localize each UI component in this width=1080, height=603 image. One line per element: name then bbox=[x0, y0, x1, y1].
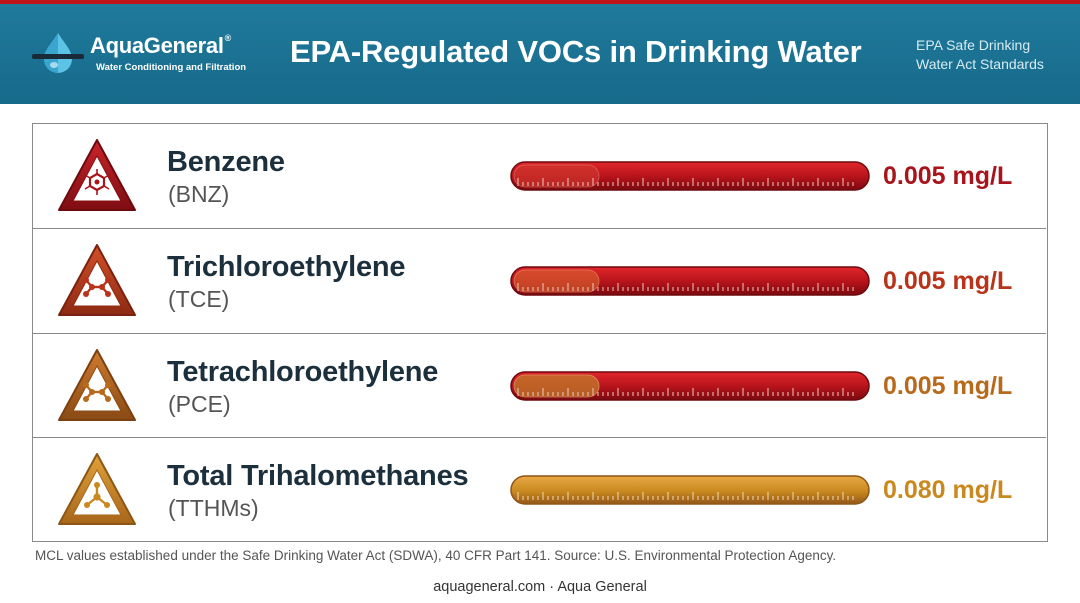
pce-hazard-icon bbox=[58, 349, 136, 421]
subtitle-line-2: Water Act Standards bbox=[916, 56, 1044, 72]
water-drop-logo-icon bbox=[32, 33, 84, 73]
contaminant-abbreviation: (TCE) bbox=[168, 286, 230, 312]
subtitle-line-1: EPA Safe Drinking bbox=[916, 37, 1031, 53]
brand-logo-lockup[interactable]: AquaGeneral® Water Conditioning and Filt… bbox=[30, 30, 260, 80]
mcl-level-bar bbox=[510, 371, 870, 401]
contaminant-name: Benzene bbox=[167, 146, 285, 178]
mcl-level-bar bbox=[510, 161, 870, 191]
mcl-value: 0.080 mg/L bbox=[883, 476, 1013, 504]
contaminant-row-trichloroethylene: Trichloroethylene (TCE) 0.005 mg/L bbox=[33, 228, 1046, 332]
top-accent-line bbox=[0, 0, 1080, 4]
contaminant-table: Benzene (BNZ) 0.005 mg/L bbox=[32, 123, 1048, 542]
contaminant-row-tetrachloroethylene: Tetrachloroethylene (PCE) 0.005 mg/L bbox=[33, 333, 1046, 437]
page-subtitle: EPA Safe Drinking Water Act Standards bbox=[916, 36, 1044, 74]
mcl-value: 0.005 mg/L bbox=[883, 162, 1013, 190]
page-title: EPA-Regulated VOCs in Drinking Water bbox=[290, 34, 862, 69]
benzene-hazard-icon bbox=[58, 139, 136, 211]
contaminant-abbreviation: (PCE) bbox=[168, 391, 231, 417]
mcl-value: 0.005 mg/L bbox=[883, 372, 1013, 400]
contaminant-name: Trichloroethylene bbox=[167, 251, 406, 283]
registered-mark: ® bbox=[224, 33, 232, 43]
footer-credit[interactable]: aquageneral.com · Aqua General bbox=[433, 579, 647, 595]
mcl-value: 0.005 mg/L bbox=[883, 267, 1013, 295]
contaminant-row-benzene: Benzene (BNZ) 0.005 mg/L bbox=[33, 124, 1046, 228]
contaminant-abbreviation: (TTHMs) bbox=[168, 495, 259, 521]
header-banner: AquaGeneral® Water Conditioning and Filt… bbox=[0, 4, 1080, 104]
contaminant-abbreviation: (BNZ) bbox=[168, 181, 230, 207]
brand-name: AquaGeneral® bbox=[90, 33, 232, 58]
contaminant-name: Total Trihalomethanes bbox=[167, 460, 469, 492]
contaminant-name: Tetrachloroethylene bbox=[167, 356, 439, 388]
brand-tagline: Water Conditioning and Filtration bbox=[96, 62, 247, 73]
source-footnote: MCL values established under the Safe Dr… bbox=[35, 548, 837, 563]
tthm-hazard-icon bbox=[58, 453, 136, 525]
mcl-level-bar bbox=[510, 475, 870, 505]
tce-hazard-icon bbox=[58, 244, 136, 316]
mcl-level-bar bbox=[510, 266, 870, 296]
contaminant-row-total-trihalomethanes: Total Trihalomethanes (TTHMs) 0.080 mg/L bbox=[33, 437, 1046, 541]
